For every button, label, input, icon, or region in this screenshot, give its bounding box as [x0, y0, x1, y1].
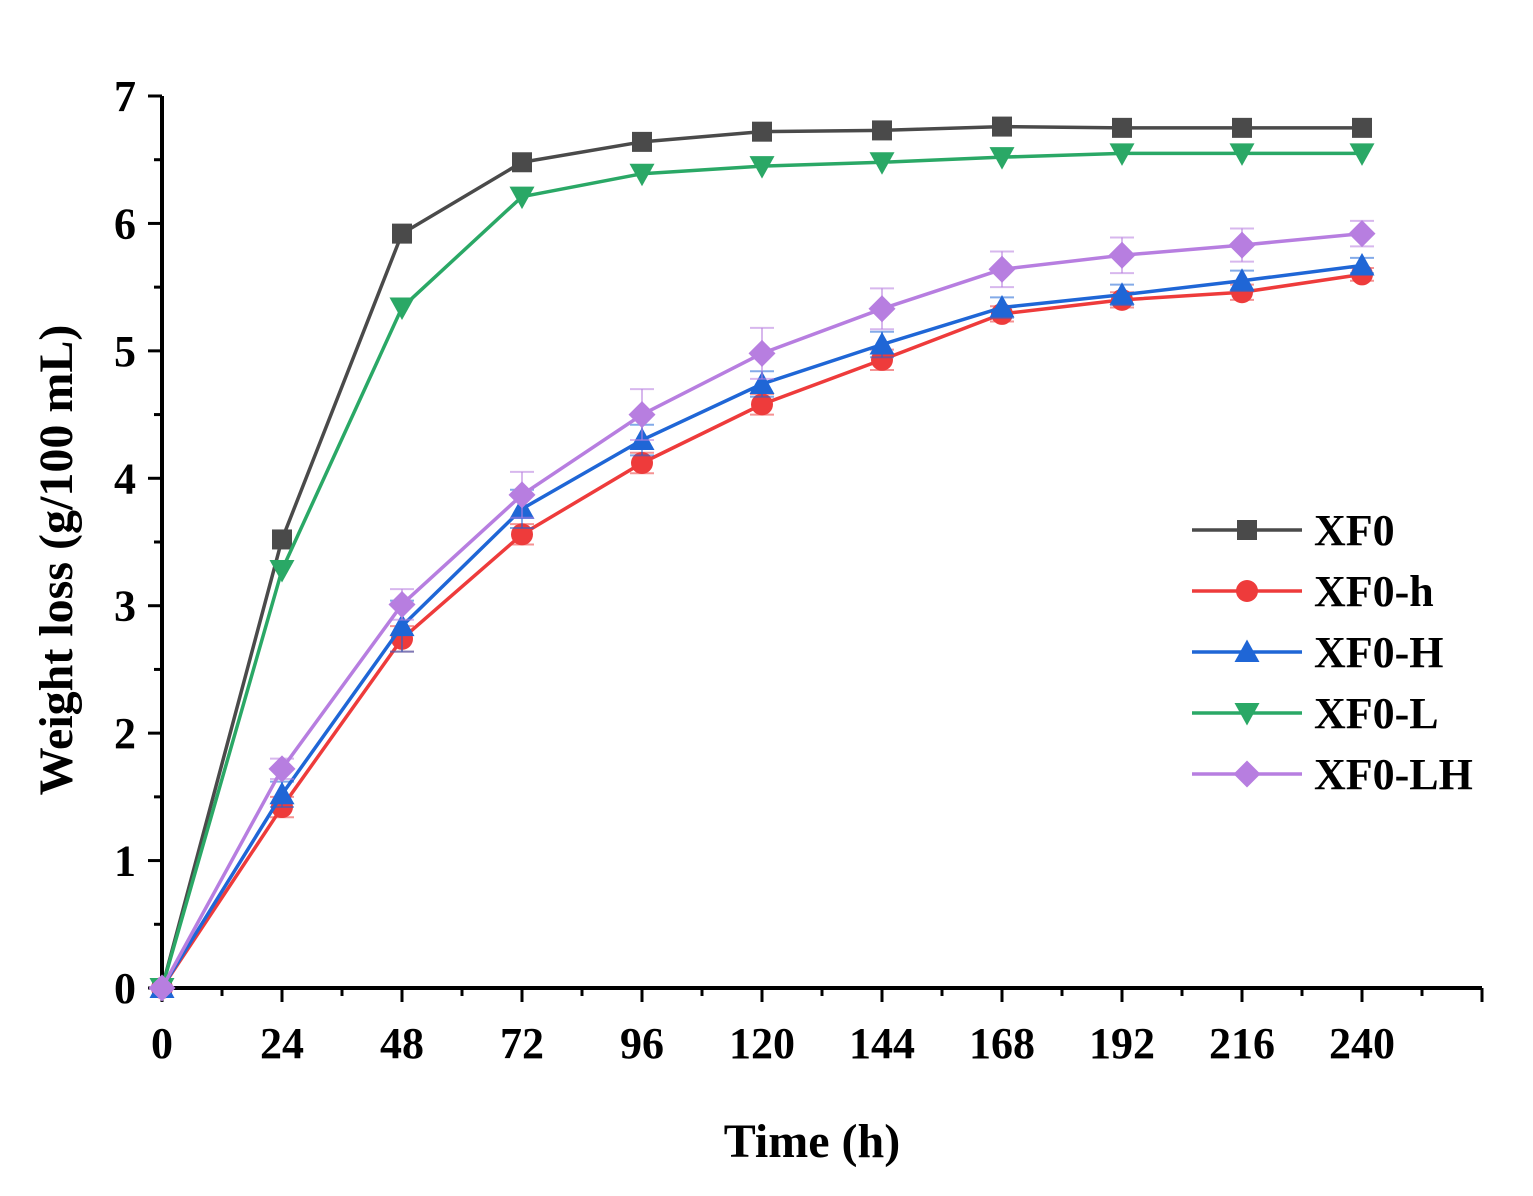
data-point [989, 147, 1015, 170]
x-tick-label: 24 [260, 1019, 304, 1068]
x-tick-label: 0 [151, 1019, 173, 1068]
data-point [388, 590, 416, 618]
data-point [992, 116, 1012, 137]
legend-item-xf0-l: XF0-L [1192, 689, 1439, 738]
legend-label: XF0 [1314, 506, 1395, 555]
x-tick-label: 72 [500, 1019, 544, 1068]
y-tick-label: 3 [114, 582, 136, 631]
data-point [1352, 117, 1372, 138]
legend-marker [1237, 520, 1257, 540]
x-tick-label: 144 [849, 1019, 915, 1068]
legend-marker [1234, 703, 1260, 726]
legend-label: XF0-LH [1314, 750, 1473, 799]
data-point [752, 121, 772, 142]
data-point [1228, 231, 1256, 259]
series-xf0-lh [148, 219, 1376, 1002]
y-axis-title: Weight loss (g/100 mL) [30, 325, 83, 796]
data-point [508, 481, 536, 509]
data-point [749, 156, 775, 179]
y-tick-label: 6 [114, 199, 136, 248]
data-point [389, 613, 415, 637]
legend-item-xf0: XF0 [1192, 506, 1395, 555]
y-tick-label: 1 [114, 837, 136, 886]
legend-item-xf0-h: XF0-h [1192, 567, 1434, 616]
y-tick-label: 5 [114, 327, 136, 376]
legend-marker [1234, 639, 1260, 662]
data-point [629, 163, 655, 187]
series-line [160, 124, 1362, 989]
data-point [869, 331, 895, 355]
legend-label: XF0-H [1314, 628, 1444, 677]
x-tick-label: 120 [729, 1019, 795, 1068]
x-tick-label: 168 [969, 1019, 1035, 1068]
legend: XF0 XF0-h XF0-H XF0-L XF0-LH [1192, 506, 1473, 799]
data-point [509, 186, 535, 210]
x-tick-label: 240 [1329, 1019, 1395, 1068]
data-point [1109, 282, 1135, 305]
y-tick-label: 4 [114, 454, 136, 503]
series-layer [148, 116, 1376, 1002]
data-point [868, 295, 896, 323]
y-tick-label: 0 [114, 964, 136, 1013]
x-axis-title: Time (h) [724, 1115, 900, 1168]
x-tick-label: 192 [1089, 1019, 1155, 1068]
axes: 0 24 48 72 96 120 144 168 192 216 240 0 1 2 3 4 5 6 7 [114, 72, 1484, 1068]
data-point [631, 451, 653, 474]
series-xf0-l [149, 143, 1375, 1001]
series-line [160, 151, 1362, 989]
data-point [1229, 268, 1255, 291]
legend-item-xf0-lh: XF0-LH [1192, 750, 1473, 799]
legend-marker [1236, 580, 1258, 602]
y-tick-label: 7 [114, 72, 136, 121]
data-point [872, 120, 892, 141]
data-point [272, 529, 292, 550]
data-point [1109, 143, 1135, 166]
data-point [1349, 252, 1375, 276]
data-point [1349, 143, 1375, 166]
data-point [1108, 241, 1136, 269]
data-point [392, 223, 412, 244]
data-point [748, 339, 776, 367]
y-tick-label: 2 [114, 709, 136, 758]
data-point [268, 755, 296, 783]
data-point [628, 401, 656, 429]
legend-item-xf0-h: XF0-H [1192, 628, 1444, 677]
data-point [869, 152, 895, 175]
data-point [751, 393, 773, 416]
data-point [1229, 143, 1255, 166]
x-tick-label: 216 [1209, 1019, 1275, 1068]
legend-marker [1233, 760, 1261, 788]
data-point [1348, 220, 1376, 248]
data-point [269, 781, 295, 805]
legend-label: XF0-L [1314, 689, 1439, 738]
data-point [632, 131, 652, 152]
data-point [269, 560, 295, 583]
x-tick-label: 96 [620, 1019, 664, 1068]
data-point [1232, 117, 1252, 138]
data-point [389, 297, 415, 321]
data-point [988, 255, 1016, 283]
legend-label: XF0-h [1314, 567, 1434, 616]
data-point [749, 371, 775, 394]
x-tick-label: 48 [380, 1019, 424, 1068]
data-point [148, 974, 176, 1002]
data-point [1112, 117, 1132, 138]
data-point [512, 152, 532, 173]
data-point [989, 295, 1015, 318]
